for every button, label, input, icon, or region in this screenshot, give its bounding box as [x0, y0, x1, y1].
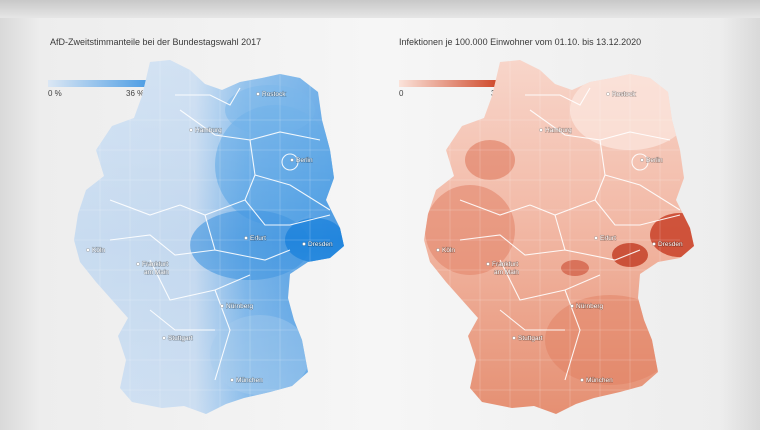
- city-label: Erfurt: [600, 235, 616, 242]
- window-top-bar: [0, 0, 760, 18]
- city-label: Stuttgart: [518, 335, 543, 342]
- city-label: Dresden: [308, 241, 333, 248]
- city-dot: [486, 262, 490, 266]
- city-label: Rostock: [262, 91, 286, 98]
- city-dot: [640, 158, 644, 162]
- city-label: Stuttgart: [168, 335, 193, 342]
- city-dot: [570, 304, 574, 308]
- state-borders: [109, 87, 331, 381]
- city-label: Nürnberg: [226, 303, 253, 310]
- legend-min-label: 0 %: [48, 89, 62, 98]
- city-labels: Rostock Hamburg Berlin Erfurt Dresden Köln Fra…: [86, 90, 334, 385]
- city-dot: [606, 92, 610, 96]
- map-title: AfD-Zweitstimmanteile bei der Bundestags…: [50, 37, 262, 47]
- city-dot: [244, 236, 248, 240]
- map-title: Infektionen je 100.000 Einwohner vom 01.…: [399, 37, 642, 47]
- city-dot: [436, 248, 440, 252]
- infections-map-panel: Infektionen je 100.000 Einwohner vom 01.…: [380, 0, 760, 430]
- legend-min-label: 0: [399, 89, 404, 98]
- city-dot: [512, 336, 516, 340]
- city-dot: [162, 336, 166, 340]
- map-fill: [424, 60, 694, 414]
- city-dot: [256, 92, 260, 96]
- city-label: Köln: [92, 247, 105, 254]
- city-label: Dresden: [658, 241, 683, 248]
- city-label: Berlin: [646, 157, 663, 164]
- city-dot: [539, 128, 543, 132]
- map-fill: [74, 60, 344, 414]
- city-labels: Rostock Hamburg Berlin Erfurt Dresden Köln Fra…: [436, 90, 684, 385]
- city-label: Hamburg: [545, 127, 572, 134]
- city-label: Köln: [442, 247, 455, 254]
- city-label: Erfurt: [250, 235, 266, 242]
- legend-gradient-bar: [48, 80, 146, 87]
- state-borders: [459, 87, 681, 381]
- city-label: Berlin: [296, 157, 313, 164]
- city-dot: [594, 236, 598, 240]
- city-dot: [230, 378, 234, 382]
- legend-max-label: 36 %: [126, 89, 145, 98]
- city-label: Hamburg: [195, 127, 222, 134]
- city-dot: [86, 248, 90, 252]
- city-label: Frankfurt am Main: [492, 261, 519, 276]
- city-label: München: [586, 377, 613, 384]
- city-dot: [580, 378, 584, 382]
- city-label: München: [236, 377, 263, 384]
- germany-choropleth-map: Rostock Hamburg Berlin Erfurt Dresden Köln Fra…: [424, 60, 694, 414]
- city-dot: [189, 128, 193, 132]
- germany-choropleth-map: Rostock Hamburg Berlin Erfurt Dresden Köln Fra…: [74, 60, 344, 414]
- city-dot: [302, 242, 306, 246]
- city-label: Rostock: [612, 91, 636, 98]
- city-dot: [136, 262, 140, 266]
- afd-map-panel: AfD-Zweitstimmanteile bei der Bundestags…: [48, 37, 344, 414]
- city-label: Nürnberg: [576, 303, 603, 310]
- city-dot: [652, 242, 656, 246]
- city-dot: [220, 304, 224, 308]
- city-label: Frankfurt am Main: [142, 261, 169, 276]
- city-dot: [290, 158, 294, 162]
- legend-gradient-bar: [399, 80, 497, 87]
